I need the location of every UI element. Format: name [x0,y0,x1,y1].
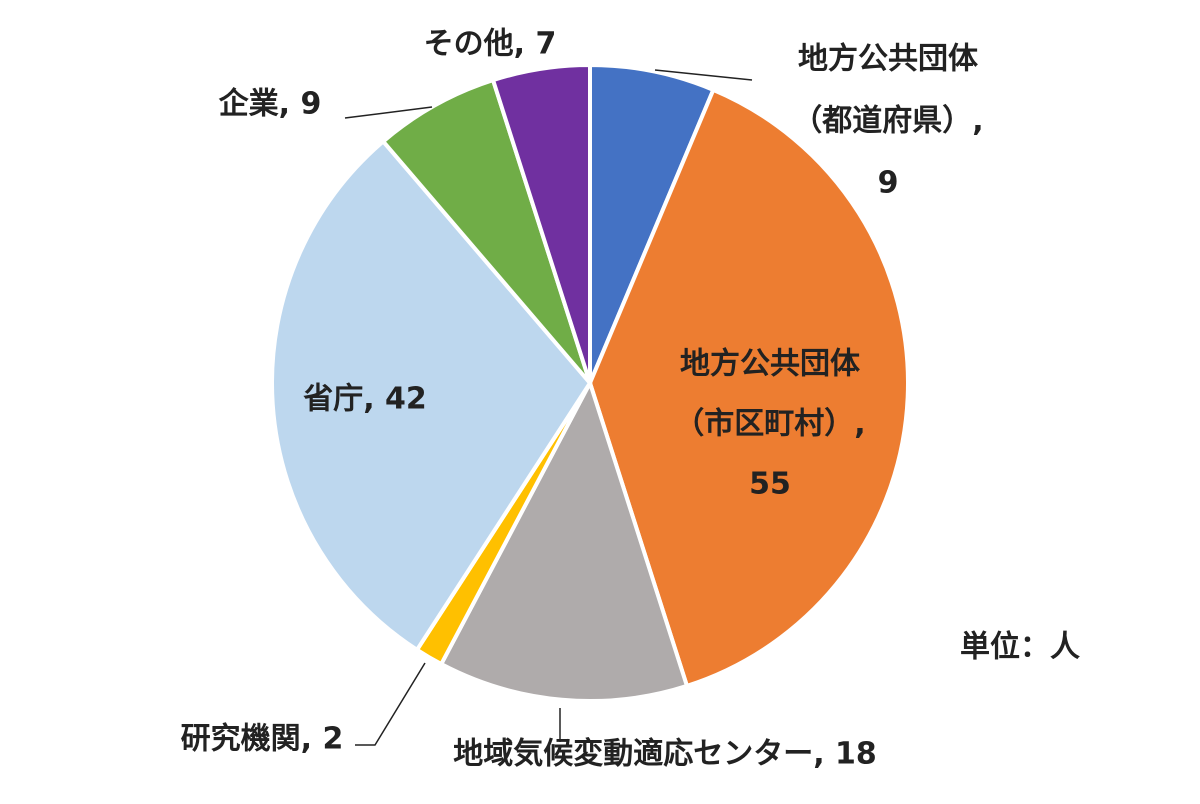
data-label: （市区町村）, [674,407,865,442]
pie-slice [588,62,716,384]
data-label: その他, 7 [424,27,557,62]
leader-line [355,662,426,746]
unit-note: 単位：人 [960,630,1080,665]
leader-line [654,69,753,81]
pie-slice [490,62,592,384]
leader-line [344,106,433,119]
pie-slice [438,377,690,703]
data-label: （都道府県）, [792,104,983,139]
data-label: 地方公共団体 [798,42,979,77]
pie-slice [587,87,910,689]
data-label: 地域気候変動適応センター, 18 [453,737,877,772]
data-label: 9 [878,166,899,201]
pie-slice [270,138,593,653]
data-label: 地方公共団体 [680,347,861,382]
data-label: 省庁, 42 [303,382,427,417]
data-label: 55 [749,467,791,502]
pie-slice [380,77,592,385]
data-label: 企業, 9 [219,87,322,122]
data-label: 研究機関, 2 [181,722,344,757]
